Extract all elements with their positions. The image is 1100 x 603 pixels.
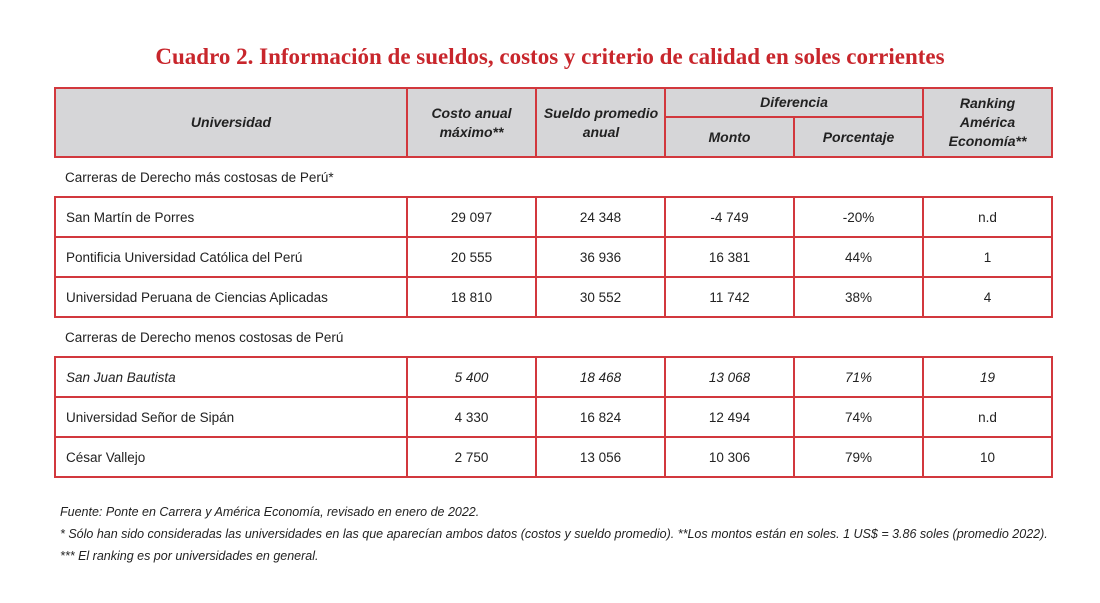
cell-monto: 13 068: [664, 356, 795, 398]
data-table: Universidad Costo anual máximo** Sueldo …: [54, 87, 1054, 478]
header-sueldo: Sueldo promedio anual: [535, 87, 666, 158]
cell-monto: 11 742: [664, 276, 795, 318]
header-universidad: Universidad: [54, 87, 408, 158]
section-row: Carreras de Derecho más costosas de Perú…: [55, 156, 1053, 198]
header-sueldo-label: Sueldo promedio anual: [543, 104, 659, 140]
header-costo-label: Costo anual máximo**: [431, 104, 512, 140]
cell-costo: 2 750: [406, 436, 537, 478]
cell-costo: 29 097: [406, 196, 537, 238]
cell-ranking: 10: [922, 436, 1054, 478]
cell-porcentaje: 79%: [792, 436, 925, 478]
section-row: Carreras de Derecho menos costosas de Pe…: [55, 316, 1053, 358]
section-label: Carreras de Derecho menos costosas de Pe…: [55, 316, 1053, 358]
cell-universidad: Pontificia Universidad Católica del Perú: [54, 236, 408, 278]
cell-costo: 20 555: [406, 236, 537, 278]
note-ranking: *** El ranking es por universidades en g…: [60, 549, 319, 563]
cell-sueldo: 13 056: [535, 436, 666, 478]
table-row: San Juan Bautista 5 400 18 468 13 068 71% 19: [54, 356, 1054, 398]
cell-sueldo: 18 468: [535, 356, 666, 398]
cell-ranking: 4: [922, 276, 1054, 318]
cell-costo: 5 400: [406, 356, 537, 398]
cell-costo: 18 810: [406, 276, 537, 318]
cell-universidad: César Vallejo: [54, 436, 408, 478]
table-row: Pontificia Universidad Católica del Perú…: [54, 236, 1054, 278]
cell-porcentaje: 71%: [792, 356, 925, 398]
table-row: Universidad Peruana de Ciencias Aplicada…: [54, 276, 1054, 318]
table-row: César Vallejo 2 750 13 056 10 306 79% 10: [54, 436, 1054, 478]
cell-ranking: n.d: [922, 396, 1054, 438]
cell-monto: 16 381: [664, 236, 795, 278]
cell-porcentaje: 38%: [792, 276, 925, 318]
cell-sueldo: 16 824: [535, 396, 666, 438]
cell-costo: 4 330: [406, 396, 537, 438]
cell-ranking: 19: [922, 356, 1054, 398]
cell-porcentaje: 74%: [792, 396, 925, 438]
cell-porcentaje: 44%: [792, 236, 925, 278]
header-porcentaje: Porcentaje: [792, 116, 925, 158]
cell-monto: 12 494: [664, 396, 795, 438]
note-criteria: * Sólo han sido consideradas las univers…: [60, 527, 1048, 541]
header-ranking: Ranking América Economía**: [922, 87, 1054, 158]
cell-sueldo: 36 936: [535, 236, 666, 278]
header-costo: Costo anual máximo**: [406, 87, 537, 158]
section-label: Carreras de Derecho más costosas de Perú…: [55, 156, 1053, 198]
header-diferencia: Diferencia: [663, 87, 925, 118]
cell-monto: 10 306: [664, 436, 795, 478]
cell-sueldo: 30 552: [535, 276, 666, 318]
table-row: Universidad Señor de Sipán 4 330 16 824 12 …: [54, 396, 1054, 438]
cell-ranking: 1: [922, 236, 1054, 278]
cell-universidad: Universidad Peruana de Ciencias Aplicada…: [54, 276, 408, 318]
header-ranking-label: Ranking América Economía**: [948, 95, 1027, 149]
cell-porcentaje: -20%: [792, 196, 925, 238]
cell-monto: -4 749: [664, 196, 795, 238]
cell-universidad: Universidad Señor de Sipán: [54, 396, 408, 438]
cell-universidad: San Martín de Porres: [54, 196, 408, 238]
cell-sueldo: 24 348: [535, 196, 666, 238]
note-source: Fuente: Ponte en Carrera y América Econo…: [60, 505, 480, 519]
footnotes: Fuente: Ponte en Carrera y América Econo…: [60, 501, 1060, 567]
cell-ranking: n.d: [922, 196, 1054, 238]
cell-universidad: San Juan Bautista: [54, 356, 408, 398]
table-row: San Martín de Porres 29 097 24 348 -4 749 -2…: [54, 196, 1054, 238]
header-monto: Monto: [664, 116, 795, 158]
table-title: Cuadro 2. Información de sueldos, costos…: [155, 44, 945, 69]
